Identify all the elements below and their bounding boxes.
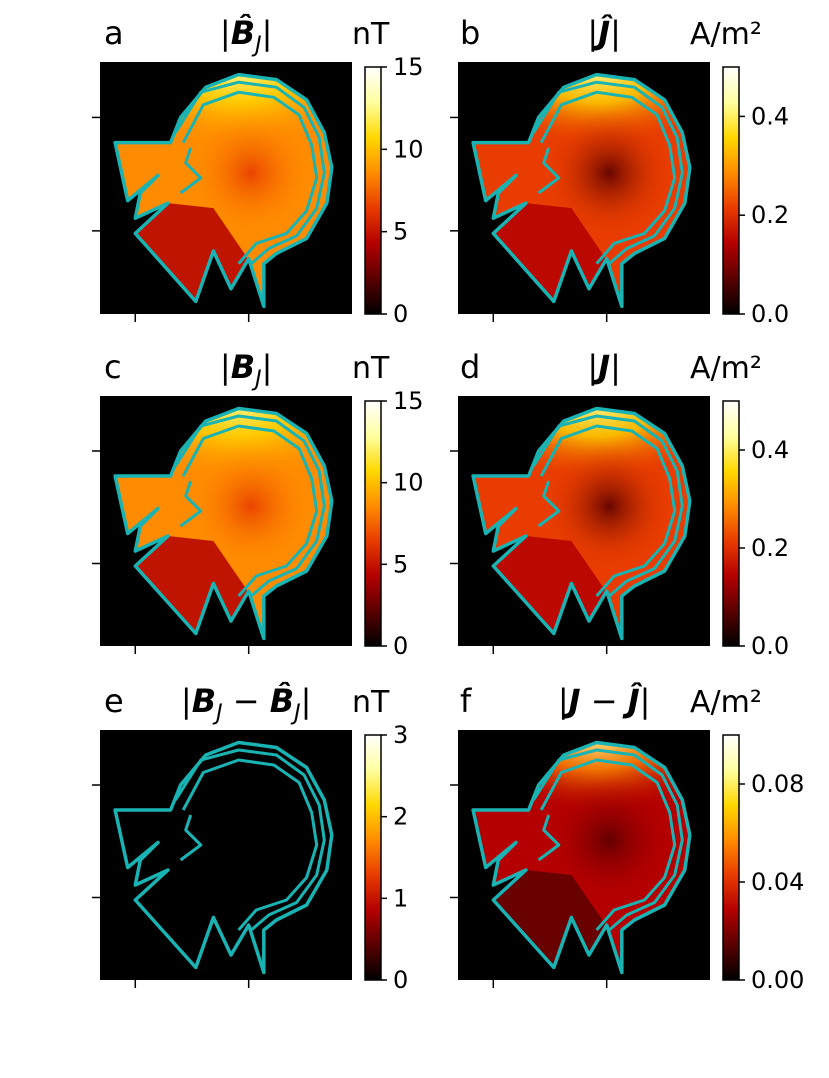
outline-inner-arm (179, 814, 203, 862)
heatmap-arm (135, 870, 252, 968)
panel-letter: c (104, 348, 122, 386)
outline-inner-arm (179, 147, 203, 195)
colorbar (722, 400, 740, 647)
outline-outer (113, 406, 334, 641)
colorbar-tick-label: 5 (393, 550, 408, 578)
outline-outer (113, 740, 334, 975)
outline-mid (532, 414, 684, 598)
heatmap-center-dip (188, 109, 315, 236)
colorbar-tick-label: 0 (393, 300, 408, 328)
colorbar (364, 66, 382, 315)
outline-mid (532, 80, 684, 265)
outline-mid (174, 748, 326, 932)
panel-letter: d (460, 348, 480, 386)
outline-inner (539, 758, 677, 931)
heatmap-center-dip (546, 777, 673, 903)
outline-inner-arm (179, 480, 203, 528)
outline-mid (174, 80, 326, 265)
panel-f: 0.08 0.04 0.00 f |J − Ĵ| A/m² (450, 682, 804, 994)
panel-title: |BJ − B̂J| (181, 681, 312, 726)
panel-a: 15 10 5 0 a |B̂J| nT (92, 13, 424, 328)
panel-title: |J − Ĵ| (558, 682, 651, 720)
outline-inner-arm (537, 147, 561, 195)
panel-title: |BJ| (220, 348, 272, 392)
heatmap-center-dip (546, 109, 673, 236)
heatmap-arm (493, 203, 610, 302)
heatmap-center-dip (546, 443, 673, 569)
panel-title: |J| (587, 348, 620, 386)
outline-outer (113, 72, 334, 309)
outline-mid (174, 414, 326, 598)
colorbar-tick-label: 1 (393, 884, 408, 912)
heatmap-center-dip (188, 443, 315, 569)
outline-inner (539, 90, 677, 265)
colorbar-tick-label: 0.2 (751, 201, 789, 229)
heatmap-arm (493, 870, 610, 968)
colorbar-unit-label: A/m² (690, 17, 762, 52)
colorbar (364, 734, 382, 981)
colorbar-unit-label: A/m² (690, 685, 762, 720)
colorbar-tick-label: 0.04 (751, 868, 804, 896)
panel-c: 15 10 5 0 c |BJ| nT (92, 348, 424, 660)
outline-inner-arm (537, 480, 561, 528)
outline-outer (471, 740, 692, 975)
colorbar (722, 734, 740, 981)
panel-e: 3 2 1 0 e |BJ − B̂J| nT (92, 681, 408, 994)
colorbar (364, 400, 382, 647)
colorbar-tick-label: 0.4 (751, 102, 789, 130)
colorbar-tick-label: 2 (393, 803, 408, 831)
colorbar (722, 66, 740, 315)
colorbar-tick-label: 15 (393, 53, 424, 81)
panel-title: |Ĵ| (587, 14, 620, 52)
panel-letter: b (460, 14, 480, 52)
panel-title: |B̂J| (220, 13, 272, 58)
panel-b: 0.4 0.2 0.0 b |Ĵ| A/m² (450, 14, 789, 328)
colorbar-tick-label: 10 (393, 469, 424, 497)
outline-inner (539, 424, 677, 597)
outline-inner-arm (537, 814, 561, 862)
outline-outer (471, 406, 692, 641)
colorbar-unit-label: nT (352, 685, 390, 720)
colorbar-tick-label: 5 (393, 218, 408, 246)
colorbar-tick-label: 3 (393, 721, 408, 749)
heatmap-arm (493, 536, 610, 634)
colorbar-unit-label: nT (352, 351, 390, 386)
outline-mid (532, 748, 684, 932)
colorbar-tick-label: 10 (393, 135, 424, 163)
colorbar-tick-label: 0.4 (751, 436, 789, 464)
colorbar-unit-label: A/m² (690, 351, 762, 386)
panel-d: 0.4 0.2 0.0 d |J| A/m² (450, 348, 789, 660)
outline-inner (181, 758, 319, 931)
colorbar-tick-label: 0 (393, 966, 408, 994)
colorbar-tick-label: 15 (393, 387, 424, 415)
heatmap-arm (135, 536, 252, 634)
heatmap-arm (135, 203, 252, 302)
colorbar-tick-label: 0.2 (751, 534, 789, 562)
panel-letter: e (104, 682, 124, 720)
colorbar-tick-label: 0 (393, 632, 408, 660)
panel-letter: a (104, 14, 124, 52)
outline-inner (181, 424, 319, 597)
colorbar-unit-label: nT (352, 17, 390, 52)
colorbar-tick-label: 0.00 (751, 966, 804, 994)
outline-outer (471, 72, 692, 309)
colorbar-tick-label: 0.0 (751, 300, 789, 328)
outline-inner (181, 90, 319, 265)
colorbar-tick-label: 0.08 (751, 770, 804, 798)
panel-letter: f (460, 682, 472, 720)
colorbar-tick-label: 0.0 (751, 632, 789, 660)
